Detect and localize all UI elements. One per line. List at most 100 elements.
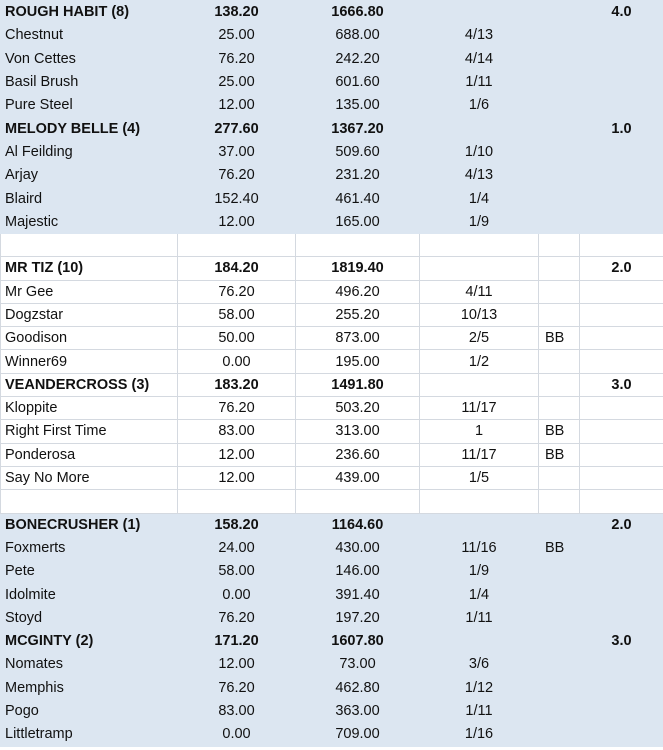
runner-place: 11/16 xyxy=(419,535,539,561)
runner-place: 1/4 xyxy=(419,186,539,211)
runner-note: BB xyxy=(538,442,580,467)
runner-value-b: 195.00 xyxy=(295,349,420,374)
runner-value-a: 58.00 xyxy=(177,302,296,328)
runner-place: 1/11 xyxy=(419,69,539,95)
runner-row: Nomates 12.00 73.00 3/6 xyxy=(0,652,663,677)
team-score: 3.0 xyxy=(579,629,663,654)
runner-value-b: 165.00 xyxy=(295,209,420,234)
empty-cell xyxy=(579,698,663,724)
empty-cell xyxy=(579,302,663,328)
spacer-row xyxy=(0,489,663,514)
runner-row: Pure Steel 12.00 135.00 1/6 xyxy=(0,93,663,118)
team-name: VEANDERCROSS (3) xyxy=(0,372,178,398)
runner-note: BB xyxy=(538,535,580,561)
empty-cell xyxy=(295,489,420,514)
empty-cell xyxy=(579,675,663,700)
team-value-a: 171.20 xyxy=(177,629,296,654)
runner-row: Dogzstar 58.00 255.20 10/13 xyxy=(0,302,663,328)
runner-note: BB xyxy=(538,419,580,444)
runner-note xyxy=(538,163,580,188)
runner-row: Majestic 12.00 165.00 1/9 xyxy=(0,209,663,234)
runner-row: Arjay 76.20 231.20 4/13 xyxy=(0,163,663,188)
runner-row: Mr Gee 76.20 496.20 4/11 xyxy=(0,279,663,304)
runner-value-b: 197.20 xyxy=(295,605,420,631)
team-score: 2.0 xyxy=(579,256,663,281)
runner-value-b: 242.20 xyxy=(295,46,420,71)
runner-name: Say No More xyxy=(0,465,178,491)
runner-value-b: 146.00 xyxy=(295,559,420,584)
empty-cell xyxy=(538,0,580,25)
empty-cell xyxy=(0,232,178,258)
team-name: MR TIZ (10) xyxy=(0,256,178,281)
runner-value-a: 12.00 xyxy=(177,442,296,467)
empty-cell xyxy=(579,163,663,188)
runner-name: Blaird xyxy=(0,186,178,211)
runner-place: 1/9 xyxy=(419,559,539,584)
runner-place: 1/2 xyxy=(419,349,539,374)
team-score: 2.0 xyxy=(579,512,663,537)
runner-place: 10/13 xyxy=(419,302,539,328)
runner-row: Littletramp 0.00 709.00 1/16 xyxy=(0,722,663,747)
team-value-a: 183.20 xyxy=(177,372,296,398)
runner-name: Goodison xyxy=(0,326,178,351)
runner-note xyxy=(538,69,580,95)
empty-cell xyxy=(579,349,663,374)
runner-place: 4/11 xyxy=(419,279,539,304)
runner-row: Kloppite 76.20 503.20 11/17 xyxy=(0,396,663,421)
runner-value-a: 37.00 xyxy=(177,139,296,165)
runner-name: Foxmerts xyxy=(0,535,178,561)
empty-cell xyxy=(579,69,663,95)
empty-cell xyxy=(419,489,539,514)
runner-row: Goodison 50.00 873.00 2/5 BB xyxy=(0,326,663,351)
empty-cell xyxy=(419,629,539,654)
runner-name: Memphis xyxy=(0,675,178,700)
empty-cell xyxy=(419,512,539,537)
empty-cell xyxy=(579,23,663,48)
runner-value-b: 461.40 xyxy=(295,186,420,211)
runner-place: 11/17 xyxy=(419,442,539,467)
spacer-row xyxy=(0,232,663,258)
runner-value-a: 12.00 xyxy=(177,209,296,234)
runner-value-a: 76.20 xyxy=(177,163,296,188)
runner-value-b: 601.60 xyxy=(295,69,420,95)
runner-row: Stoyd 76.20 197.20 1/11 xyxy=(0,605,663,631)
empty-cell xyxy=(419,232,539,258)
runner-name: Arjay xyxy=(0,163,178,188)
runner-name: Right First Time xyxy=(0,419,178,444)
runner-row: Chestnut 25.00 688.00 4/13 xyxy=(0,23,663,48)
runner-value-a: 76.20 xyxy=(177,605,296,631)
team-row: ROUGH HABIT (8) 138.20 1666.80 4.0 xyxy=(0,0,663,25)
runner-note xyxy=(538,209,580,234)
runner-note xyxy=(538,582,580,607)
runner-name: Winner69 xyxy=(0,349,178,374)
runner-value-b: 391.40 xyxy=(295,582,420,607)
runner-name: Littletramp xyxy=(0,722,178,747)
empty-cell xyxy=(579,582,663,607)
runner-row: Basil Brush 25.00 601.60 1/11 xyxy=(0,69,663,95)
runner-row: Right First Time 83.00 313.00 1 BB xyxy=(0,419,663,444)
empty-cell xyxy=(579,232,663,258)
empty-cell xyxy=(538,116,580,141)
team-value-b: 1819.40 xyxy=(295,256,420,281)
runner-value-a: 25.00 xyxy=(177,69,296,95)
runner-row: Memphis 76.20 462.80 1/12 xyxy=(0,675,663,700)
empty-cell xyxy=(579,326,663,351)
runner-place: 2/5 xyxy=(419,326,539,351)
runner-value-a: 76.20 xyxy=(177,675,296,700)
runner-place: 4/14 xyxy=(419,46,539,71)
runner-place: 1/9 xyxy=(419,209,539,234)
runner-note xyxy=(538,23,580,48)
empty-cell xyxy=(579,442,663,467)
empty-cell xyxy=(579,722,663,747)
empty-cell xyxy=(538,629,580,654)
runner-note xyxy=(538,46,580,71)
empty-cell xyxy=(579,186,663,211)
runner-note xyxy=(538,605,580,631)
empty-cell xyxy=(579,535,663,561)
runner-note xyxy=(538,675,580,700)
runner-value-b: 236.60 xyxy=(295,442,420,467)
empty-cell xyxy=(538,232,580,258)
runner-name: Pete xyxy=(0,559,178,584)
runner-value-a: 83.00 xyxy=(177,419,296,444)
